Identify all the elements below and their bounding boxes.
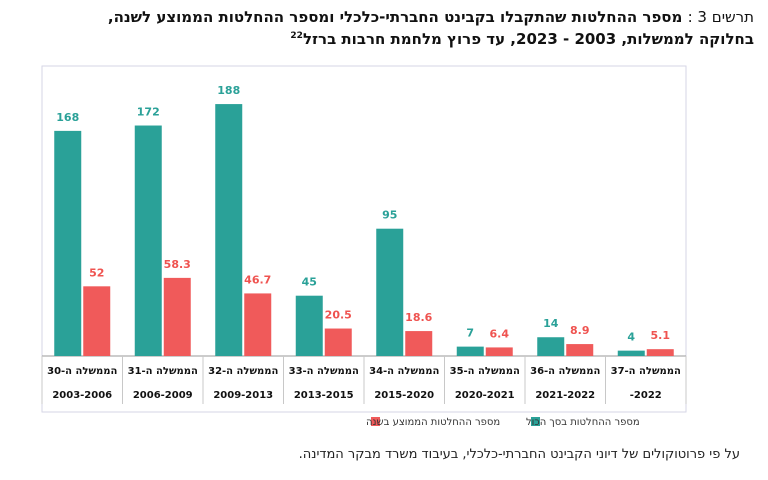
data-label-total: 95 — [382, 209, 397, 222]
tick-label-years: -2022 — [630, 390, 662, 401]
bar-average — [244, 293, 272, 356]
data-label-total: 188 — [217, 84, 240, 97]
tick-label-years: 2003-2006 — [52, 390, 112, 401]
tick-label-years: 2006-2009 — [133, 390, 193, 401]
bar-average — [83, 286, 111, 356]
tick-label-years: 2015-2020 — [374, 390, 434, 401]
tick-label-government: הממשלה ה-31 — [128, 366, 198, 377]
bar-average — [163, 277, 191, 356]
tick-label-government: הממשלה ה-30 — [47, 366, 117, 377]
legend-label-total: מספר ההחלטות בסך הכול — [526, 417, 640, 428]
chart-frame — [41, 65, 687, 413]
source-note: על פי פרוטוקולים של דיוני הקבינט החברתי-… — [298, 447, 740, 462]
tick-label-government: הממשלה ה-35 — [450, 366, 520, 377]
tick-label-years: 2021-2022 — [535, 390, 595, 401]
data-label-total: 45 — [302, 276, 317, 289]
bar-total — [54, 130, 82, 356]
legend-swatch-total — [531, 417, 540, 426]
data-label-average: 18.6 — [405, 311, 432, 324]
bar-total — [537, 337, 565, 356]
figure-label: תרשים 3 : — [687, 8, 754, 26]
title-text-1: מספר ההחלטות שהתקבלו בקבינט החברתי-כלכלי… — [107, 8, 683, 26]
legend-swatch-average — [371, 417, 380, 426]
tick-label-government: הממשלה ה-33 — [289, 366, 359, 377]
tick-label-years: 2009-2013 — [213, 390, 273, 401]
tick-label-years: 2013-2015 — [294, 390, 354, 401]
tick-label-government: הממשלה ה-36 — [530, 366, 600, 377]
chart-title-line-1: תרשים 3 : מספר ההחלטות שהתקבלו בקבינט הח… — [20, 8, 754, 26]
bar-total — [215, 104, 243, 356]
bar-total — [617, 350, 645, 356]
data-label-total: 7 — [466, 327, 474, 340]
bar-average — [646, 349, 674, 356]
data-label-average: 8.9 — [570, 324, 590, 337]
data-label-average: 52 — [89, 266, 104, 279]
bar-total — [295, 295, 323, 356]
data-label-average: 20.5 — [325, 309, 352, 322]
tick-label-government: הממשלה ה-34 — [369, 366, 439, 377]
data-label-total: 172 — [137, 106, 160, 119]
bar-average — [566, 344, 594, 356]
chart-title-line-2: בחלוקה לממשלות, 2003 - 2023, עד פרוץ מלח… — [20, 27, 754, 48]
tick-label-years: 2020-2021 — [455, 390, 515, 401]
footnote-marker: 22 — [290, 31, 303, 41]
bar-total — [134, 125, 162, 357]
data-label-total: 168 — [56, 111, 79, 124]
bar-average — [405, 331, 433, 356]
data-label-average: 46.7 — [244, 273, 271, 286]
bar-average — [324, 328, 352, 356]
data-label-total: 4 — [627, 331, 635, 344]
data-label-average: 5.1 — [651, 329, 671, 342]
bar-total — [376, 228, 404, 356]
data-label-average: 58.3 — [164, 258, 191, 271]
legend-label-average: מספר ההחלטות הממוצע בשנה — [366, 417, 500, 428]
tick-label-government: הממשלה ה-32 — [208, 366, 278, 377]
bar-average — [485, 347, 513, 356]
title-text-2: בחלוקה לממשלות, 2003 - 2023, עד פרוץ מלח… — [302, 30, 754, 48]
tick-label-government: הממשלה ה-37 — [611, 366, 681, 377]
data-label-total: 14 — [543, 317, 559, 330]
bar-total — [456, 346, 484, 356]
data-label-average: 6.4 — [490, 327, 510, 340]
